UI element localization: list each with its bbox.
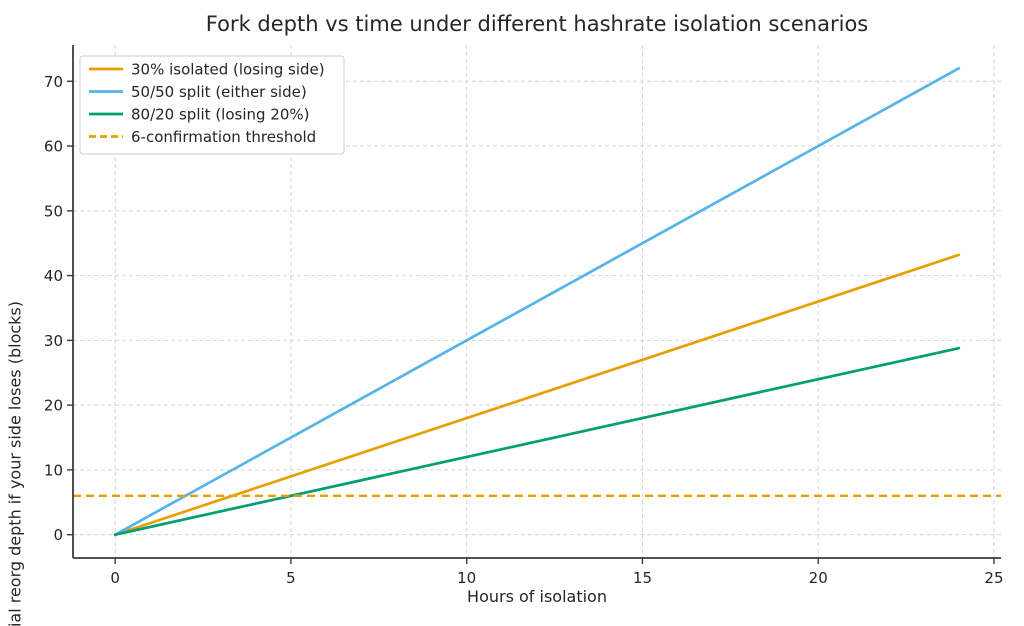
legend-label-1: 50/50 split (either side) <box>131 83 307 101</box>
x-axis-label: Hours of isolation <box>467 587 607 606</box>
x-tick-label-10: 10 <box>457 569 476 587</box>
y-axis-label-text: Potential reorg depth if your side loses… <box>5 301 24 626</box>
legend-item-3: 6-confirmation threshold <box>89 128 316 146</box>
series-lines <box>73 66 1001 537</box>
legend-item-1: 50/50 split (either side) <box>89 83 307 101</box>
y-tick-label-30: 30 <box>44 332 63 350</box>
y-tick-label-50: 50 <box>44 202 63 220</box>
x-tick-label-15: 15 <box>633 569 652 587</box>
legend-label-2: 80/20 split (losing 20%) <box>131 106 309 124</box>
y-tick-label-10: 10 <box>44 461 63 479</box>
x-tick-label-25: 25 <box>984 569 1003 587</box>
y-tick-label-0: 0 <box>53 526 63 544</box>
series-line-0 <box>113 253 961 537</box>
legend-item-0: 30% isolated (losing side) <box>89 61 325 79</box>
x-tick-label-0: 0 <box>110 569 120 587</box>
legend-label-3: 6-confirmation threshold <box>131 128 316 146</box>
legend-box <box>79 55 345 155</box>
y-tick-label-20: 20 <box>44 397 63 415</box>
y-tick-label-60: 60 <box>44 138 63 156</box>
legend: 30% isolated (losing side) 50/50 split (e… <box>79 55 345 155</box>
y-tick-label-70: 70 <box>44 73 63 91</box>
x-tick-label-20: 20 <box>809 569 828 587</box>
chart-title: Fork depth vs time under different hashr… <box>205 12 869 36</box>
x-tick-label-5: 5 <box>286 569 296 587</box>
series-line-2 <box>113 346 961 537</box>
legend-item-2: 80/20 split (losing 20%) <box>89 106 309 124</box>
axes: 0 5 10 15 20 25 0 10 20 30 40 50 60 70 <box>44 45 1004 587</box>
y-tick-label-40: 40 <box>44 267 63 285</box>
legend-label-0: 30% isolated (losing side) <box>131 61 325 79</box>
series-line-1 <box>113 66 961 537</box>
